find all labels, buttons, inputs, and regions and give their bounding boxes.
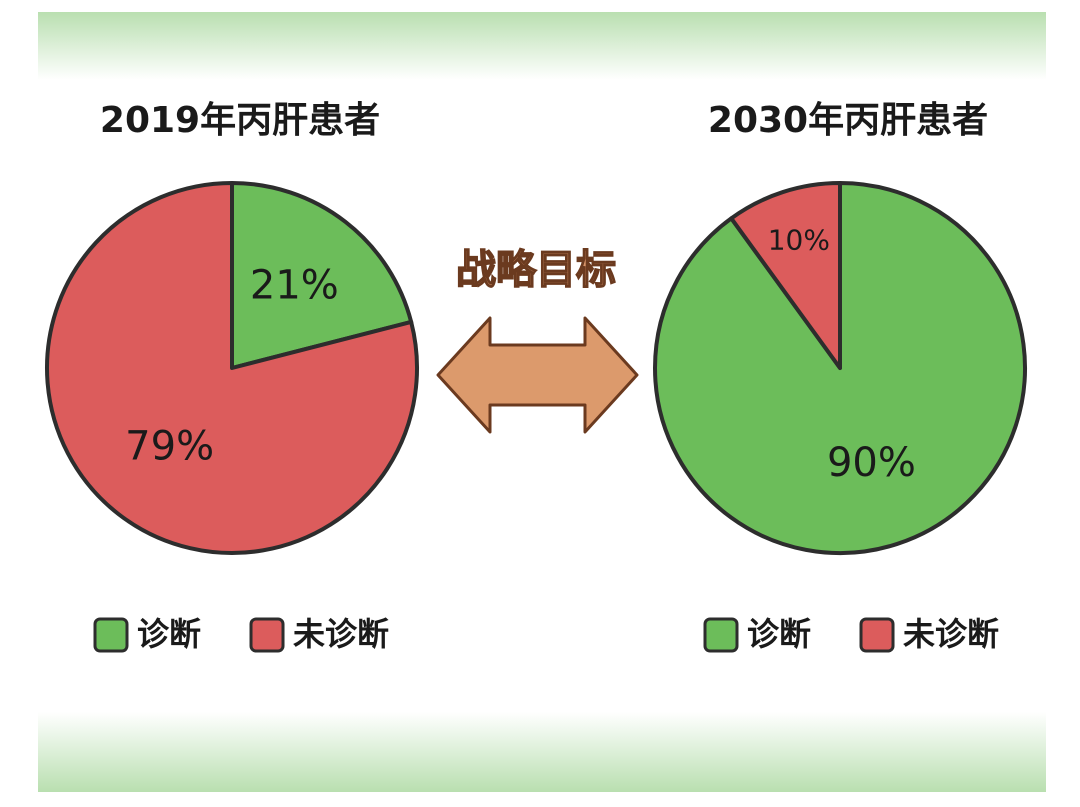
data-label: 90% <box>827 440 916 486</box>
legend-swatch <box>703 617 739 653</box>
data-label: 10% <box>768 223 830 256</box>
legend-swatch <box>249 617 285 653</box>
top-band <box>38 12 1046 80</box>
data-label: 21% <box>250 263 339 309</box>
pie-slice <box>230 181 414 370</box>
legend-label: 未诊断 <box>903 615 999 653</box>
chart-title: 2019年丙肝患者 <box>100 100 380 141</box>
legend-label: 诊断 <box>747 615 811 653</box>
legend-swatch <box>859 617 895 653</box>
pie-slice <box>45 181 419 555</box>
double-arrow <box>436 316 639 434</box>
chart-title: 2030年丙肝患者 <box>708 100 988 141</box>
pie-slice <box>729 181 842 370</box>
legend-swatch <box>93 617 129 653</box>
data-label: 79% <box>125 423 214 469</box>
bottom-band <box>38 712 1046 792</box>
legend-label: 诊断 <box>137 615 201 653</box>
legend-label: 未诊断 <box>293 615 389 653</box>
annotation: 战略目标 <box>456 247 616 293</box>
